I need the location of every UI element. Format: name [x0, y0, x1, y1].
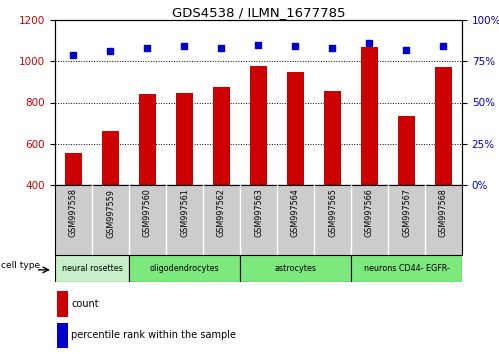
Text: GSM997558: GSM997558	[69, 188, 78, 238]
Text: count: count	[71, 299, 99, 309]
Bar	[55, 255, 129, 282]
Point	[291, 44, 299, 49]
Bar	[65, 153, 82, 185]
Text: astrocytes: astrocytes	[274, 264, 316, 273]
Text: GSM997568: GSM997568	[439, 188, 448, 237]
Bar	[435, 68, 452, 185]
Bar	[213, 87, 230, 185]
Point	[403, 47, 411, 52]
Point	[440, 44, 448, 49]
Bar	[139, 94, 156, 185]
Bar	[240, 255, 351, 282]
Bar	[250, 66, 267, 185]
Point	[218, 45, 226, 51]
Text: neural rosettes: neural rosettes	[61, 264, 122, 273]
Text: GSM997566: GSM997566	[365, 188, 374, 237]
Text: GSM997562: GSM997562	[217, 188, 226, 238]
Bar	[398, 116, 415, 185]
Text: cell type: cell type	[1, 261, 40, 270]
Text: GSM997559: GSM997559	[106, 188, 115, 238]
Point	[144, 45, 152, 51]
Point	[181, 44, 189, 49]
Text: GSM997567: GSM997567	[402, 188, 411, 238]
Bar	[287, 72, 304, 185]
Text: GSM997565: GSM997565	[328, 188, 337, 238]
Bar	[102, 131, 119, 185]
Bar	[57, 291, 68, 316]
Bar	[361, 47, 378, 185]
Point	[365, 40, 373, 46]
Text: neurons CD44- EGFR-: neurons CD44- EGFR-	[364, 264, 450, 273]
Bar	[324, 91, 341, 185]
Text: GSM997561: GSM997561	[180, 188, 189, 237]
Point	[254, 42, 262, 47]
Bar	[55, 185, 462, 255]
Text: GSM997563: GSM997563	[254, 188, 263, 237]
Text: percentile rank within the sample: percentile rank within the sample	[71, 330, 237, 340]
Bar	[176, 93, 193, 185]
Text: GSM997564: GSM997564	[291, 188, 300, 237]
Bar	[129, 255, 240, 282]
Point	[106, 48, 114, 54]
Point	[69, 52, 77, 57]
Title: GDS4538 / ILMN_1677785: GDS4538 / ILMN_1677785	[172, 6, 345, 19]
Text: oligodendrocytes: oligodendrocytes	[150, 264, 220, 273]
Point	[328, 45, 336, 51]
Bar	[57, 323, 68, 348]
Text: GSM997560: GSM997560	[143, 188, 152, 237]
Bar	[351, 255, 462, 282]
